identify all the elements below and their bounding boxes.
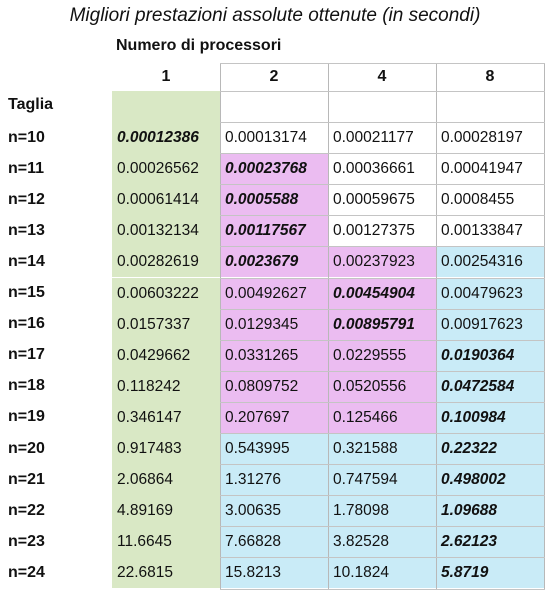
table-cell: 1.09688 [436, 495, 544, 527]
table-cell: 0.0520556 [328, 370, 436, 402]
table-cell: 0.543995 [220, 433, 328, 464]
table-cell: 0.100984 [436, 401, 544, 433]
column-group-label: Numero di processori [116, 37, 282, 54]
table-cell: 0.00041947 [436, 153, 544, 185]
table-cell: 0.00479623 [436, 277, 544, 309]
grid-line [220, 246, 545, 247]
row-label: n=17 [8, 346, 45, 364]
grid-line [220, 402, 545, 403]
table-cell: 1.78098 [328, 495, 436, 527]
table-cell: 0.00021177 [328, 122, 436, 153]
table-cell: 0.00254316 [436, 246, 544, 278]
table-cell: 0.0472584 [436, 370, 544, 402]
table-cell: 0.0331265 [220, 339, 328, 371]
table-cell: 0.0229555 [328, 339, 436, 371]
grid-line [220, 526, 545, 527]
table-cell: 0.00036661 [328, 153, 436, 185]
table-cell: 0.00237923 [328, 246, 436, 278]
grid-line [544, 63, 545, 589]
table-cell: 0.00117567 [220, 215, 328, 247]
table-cell: 2.62123 [436, 526, 544, 558]
row-label: n=21 [8, 470, 45, 488]
row-label: n=16 [8, 315, 45, 333]
table-cell: 0.00013174 [220, 122, 328, 153]
row-group-label: Taglia [8, 96, 54, 113]
table-cell: 0.0429662 [112, 339, 220, 371]
row-label: n=22 [8, 501, 45, 519]
table-cell: 0.00492627 [220, 277, 328, 309]
grid-line [220, 309, 545, 310]
table-cell: 0.498002 [436, 464, 544, 496]
table-cell: 0.0190364 [436, 339, 544, 371]
row-label: n=20 [8, 439, 45, 457]
table-cell: 0.321588 [328, 433, 436, 464]
grid-line [220, 153, 545, 154]
table-cell: 0.00012386 [112, 122, 220, 153]
grid-line [220, 63, 545, 64]
row-label: n=14 [8, 252, 45, 270]
table-cell: 0.00454904 [328, 277, 436, 309]
table-cell: 3.82528 [328, 526, 436, 558]
table-cell: 0.118242 [112, 370, 220, 402]
table-cell: 0.00127375 [328, 215, 436, 247]
table-title: Migliori prestazioni assolute ottenute (… [69, 5, 481, 26]
table-cell: 0.0008455 [436, 184, 544, 216]
table-cell: 0.0023679 [220, 246, 328, 278]
grid-line [220, 215, 545, 216]
empty-cell [112, 91, 220, 122]
table-cell: 0.00895791 [328, 308, 436, 340]
grid-line [220, 184, 545, 185]
grid-line [220, 464, 545, 465]
table-cell: 0.22322 [436, 433, 544, 464]
grid-line [220, 278, 545, 279]
table-cell: 3.00635 [220, 495, 328, 527]
table-cell: 0.0157337 [112, 308, 220, 340]
table-cell: 0.00133847 [436, 215, 544, 247]
grid-line [220, 63, 221, 589]
table-cell: 0.0809752 [220, 370, 328, 402]
grid-line [436, 63, 437, 589]
table-cell: 0.207697 [220, 401, 328, 433]
grid-line [220, 122, 545, 123]
grid-line [220, 557, 545, 558]
table-cell: 0.00023768 [220, 153, 328, 185]
table-cell: 2.06864 [112, 464, 220, 496]
table-cell: 0.00026562 [112, 153, 220, 185]
row-label: n=10 [8, 128, 45, 146]
column-header-2: 2 [269, 68, 279, 85]
table-cell: 0.346147 [112, 401, 220, 433]
column-header-4: 4 [377, 68, 387, 85]
column-header-8: 8 [485, 68, 495, 85]
row-label: n=18 [8, 377, 45, 395]
row-label: n=13 [8, 221, 45, 239]
table-cell: 0.747594 [328, 464, 436, 496]
table-cell: 0.917483 [112, 433, 220, 464]
row-label: n=23 [8, 532, 45, 550]
grid-line [220, 371, 545, 372]
table-cell: 0.00028197 [436, 122, 544, 153]
table-cell: 7.66828 [220, 526, 328, 558]
grid-line [220, 91, 545, 92]
row-label: n=19 [8, 408, 45, 426]
grid-line [220, 433, 545, 434]
grid-line [220, 340, 545, 341]
grid-line [328, 63, 329, 589]
table-cell: 4.89169 [112, 495, 220, 527]
row-label: n=12 [8, 190, 45, 208]
table-cell: 0.00603222 [112, 277, 220, 309]
table-cell: 0.125466 [328, 401, 436, 433]
table-cell: 0.00917623 [436, 308, 544, 340]
row-label: n=11 [8, 159, 45, 177]
table-cell: 0.00282619 [112, 246, 220, 278]
table-cell: 1.31276 [220, 464, 328, 496]
table-cell: 0.00061414 [112, 184, 220, 216]
table-cell: 0.0129345 [220, 308, 328, 340]
column-header-1: 1 [161, 68, 171, 85]
grid-line [220, 495, 545, 496]
table-cell: 0.0005588 [220, 184, 328, 216]
table-cell: 11.6645 [112, 526, 220, 558]
table-cell: 0.00059675 [328, 184, 436, 216]
table-cell: 0.00132134 [112, 215, 220, 247]
row-label: n=15 [8, 284, 45, 301]
